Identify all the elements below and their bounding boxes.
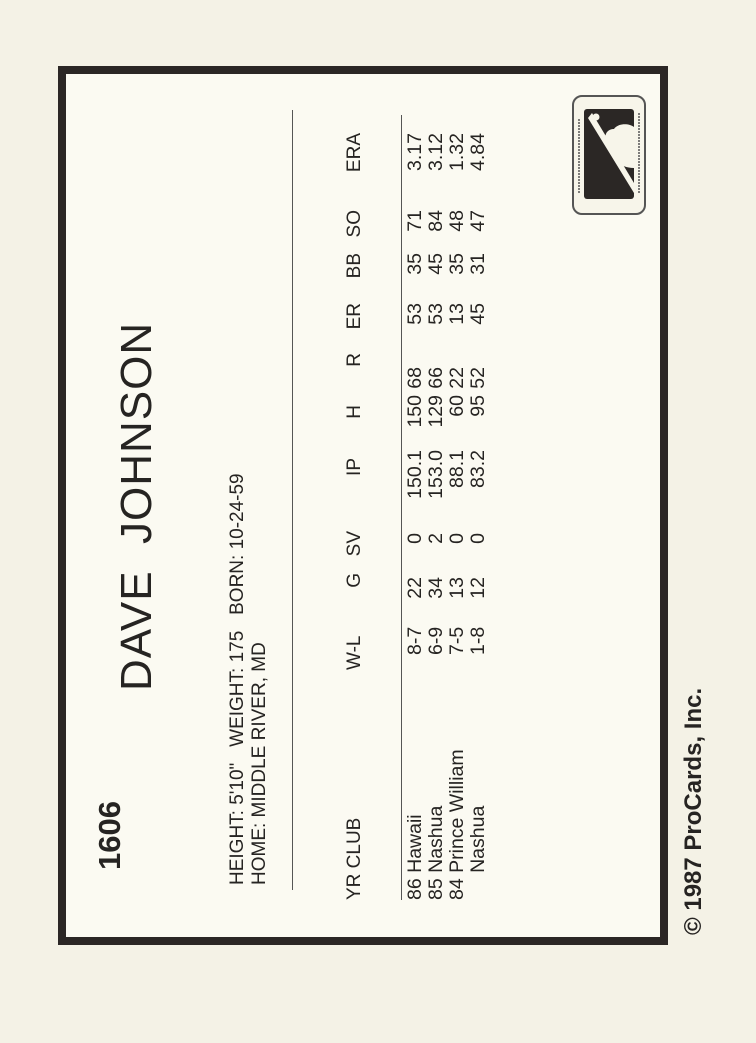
divider xyxy=(292,110,293,890)
bio-line-2: HOME: MIDDLE RIVER, MD xyxy=(249,642,270,885)
cell-sv: 0 xyxy=(404,533,426,544)
cell-club: 86 Hawaii xyxy=(404,814,426,900)
cell-so: 84 xyxy=(425,210,447,232)
mlb-logo xyxy=(572,95,646,215)
cell-era: 3.12 xyxy=(425,133,447,171)
cell-club: 85 Nashua xyxy=(425,805,447,900)
cell-club: 84 Prince William xyxy=(446,749,468,900)
cell-so: 71 xyxy=(404,210,426,232)
divider xyxy=(401,115,402,900)
cell-era: 1.32 xyxy=(446,133,468,171)
header-club: YR CLUB xyxy=(344,817,365,900)
cell-so: 47 xyxy=(467,210,489,232)
player-name: DAVE JOHNSON xyxy=(112,321,161,691)
header-era: ERA xyxy=(344,133,365,173)
card-number: 1606 xyxy=(92,801,127,870)
mlb-silhouette-icon xyxy=(578,109,640,199)
cell-sv: 2 xyxy=(425,533,447,544)
header-sv: SV xyxy=(344,531,365,557)
copyright: © 1987 ProCards, Inc. xyxy=(680,687,707,935)
cell-sv: 0 xyxy=(467,533,489,544)
cell-club: Nashua xyxy=(467,805,489,900)
cell-era: 4.84 xyxy=(467,133,489,171)
header-so: SO xyxy=(344,210,365,238)
bio-line-1: HEIGHT: 5'10" WEIGHT: 175 BORN: 10-24-59 xyxy=(227,473,248,885)
cell-so: 48 xyxy=(446,210,468,232)
cell-era: 3.17 xyxy=(404,133,426,171)
cell-sv: 0 xyxy=(446,533,468,544)
